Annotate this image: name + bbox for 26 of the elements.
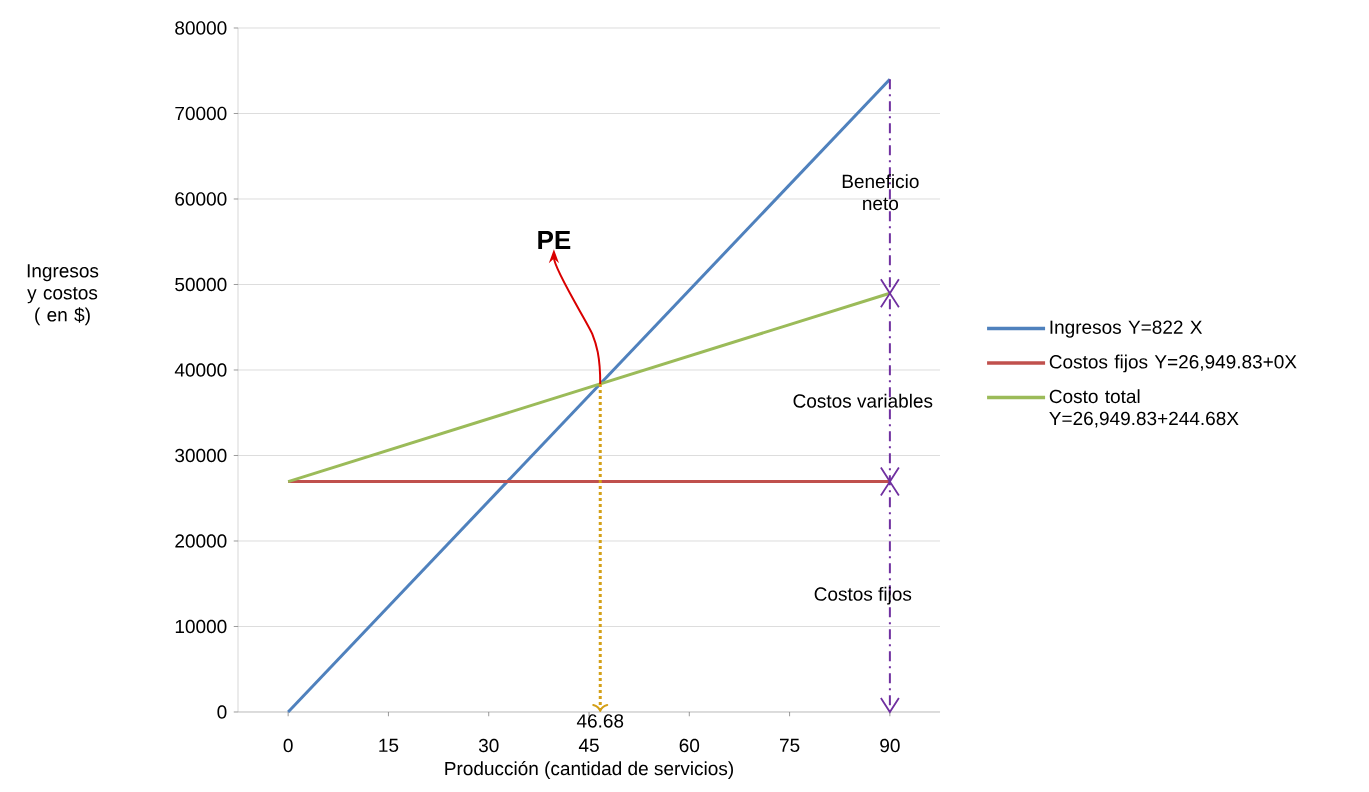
legend-label: Ingresos Y=822 X [1050,320,1203,338]
y-tick-label: 80000 [175,21,227,35]
x-tick-label: 75 [779,738,800,753]
y-tick-label: 70000 [175,106,227,121]
annotation: 46.68 [576,714,624,728]
legend-label: Costos fijos Y=26,949.83+0X [1049,354,1297,373]
annotation: Costos variables [793,393,933,408]
y-tick-label: 30000 [175,448,227,463]
annotation: Beneficio neto [842,174,919,211]
y-tick-label: 10000 [175,619,227,634]
x-tick-label: 30 [478,738,499,753]
x-tick-label: 0 [283,738,293,753]
x-tick-label: 60 [679,738,700,753]
y-tick-label: 20000 [175,534,227,548]
legend-label: Costo total Y=26,949.83+244.68X [1049,389,1239,428]
y-tick-label: 0 [217,705,227,719]
x-tick-label: 45 [578,738,599,753]
x-tick-label: 15 [379,738,399,753]
y-axis-title: Ingresos y costos ( en $) [27,264,99,326]
y-tick-label: 50000 [175,277,227,292]
annotation: Costos fijos [814,586,912,605]
y-tick-label: 40000 [174,363,227,377]
x-tick-label: 90 [880,738,900,753]
annotation: PE [538,231,571,249]
y-tick-label: 60000 [175,192,227,206]
x-axis-title: Producción (cantidad de servicios) [445,761,733,780]
